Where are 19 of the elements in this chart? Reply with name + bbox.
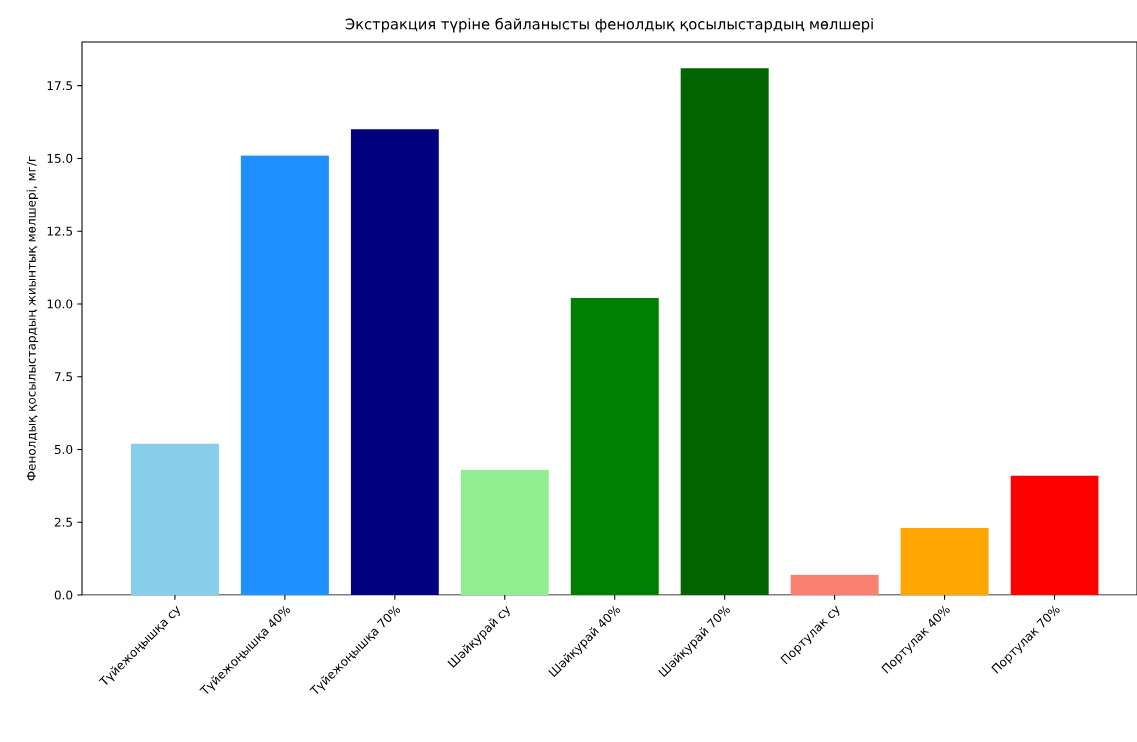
y-tick-label: 12.5 — [47, 226, 73, 236]
y-tick-label: 5.0 — [54, 444, 73, 455]
y-tick-label: 0.0 — [54, 590, 73, 600]
bar — [570, 298, 659, 595]
y-tick-label: 2.5 — [54, 517, 73, 527]
bar — [240, 155, 329, 595]
bar — [900, 528, 989, 595]
bar — [460, 469, 549, 595]
bar — [1010, 475, 1099, 595]
bar — [130, 443, 219, 595]
y-axis-title: Фенолдық қосылыстардың жиынтық мөлшері, мг/г — [26, 156, 39, 481]
y-tick-label: 10.0 — [47, 299, 73, 309]
y-tick-label: 15.0 — [47, 153, 73, 163]
bar — [680, 68, 769, 595]
chart-title: Экстракция түріне байланысты фенолдық қосылыстардың мөлшері — [345, 17, 873, 33]
y-tick-label: 7.5 — [54, 372, 73, 382]
bar — [350, 129, 439, 595]
bar — [790, 574, 879, 595]
y-tick-label: 17.5 — [47, 81, 73, 91]
